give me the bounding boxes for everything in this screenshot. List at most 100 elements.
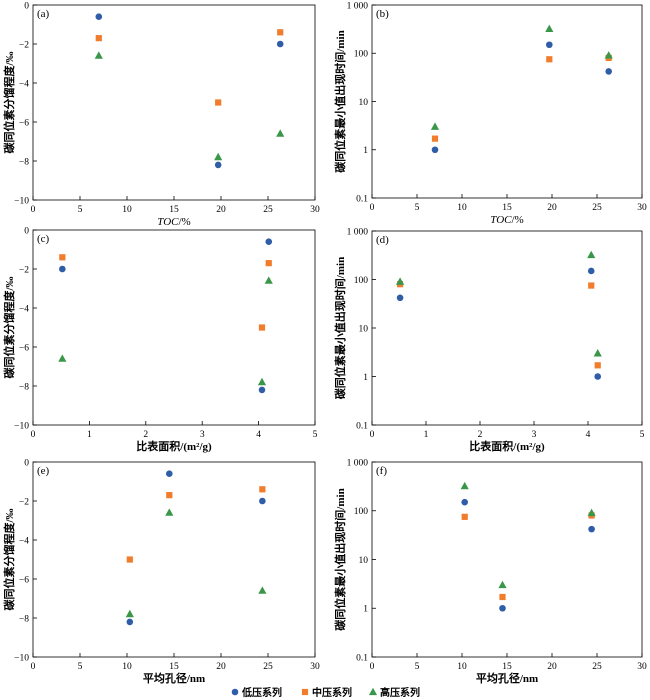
plot-frame xyxy=(32,229,316,426)
legend-label: 低压系列 xyxy=(241,686,282,699)
y-tick-label: −10 xyxy=(14,196,29,206)
x-tick-label: 5 xyxy=(640,430,645,440)
y-tick-label: 10 xyxy=(359,324,369,334)
x-tick-label: 1 xyxy=(87,430,92,440)
medium-pressure-point xyxy=(259,486,266,493)
chart-panel-b: 0 5 10 15 20 25 30 0.1 1 10 100 1 000 (b) TOC/% 碳同位素最小… xyxy=(333,1,647,226)
low-pressure-point xyxy=(587,267,595,275)
chart-panel-e: 0 5 10 15 20 25 30 −10 −8 −6 −4 −2 0 (e) 平均孔径/nm 碳同位素分馏… xyxy=(2,458,320,685)
y-tick-label: −4 xyxy=(19,304,29,314)
panel-label: (c) xyxy=(37,233,50,245)
legend-marker-high-pressure xyxy=(368,687,378,696)
high-pressure-series xyxy=(460,481,596,589)
x-tick-label: 1 xyxy=(424,430,429,440)
high-pressure-point xyxy=(264,276,273,284)
x-tick-label: 0 xyxy=(31,662,36,672)
x-tick-label: 5 xyxy=(78,205,83,215)
x-axis-title: 平均孔径/nm xyxy=(476,671,538,685)
y-tick-label: −2 xyxy=(19,40,29,50)
low-pressure-point xyxy=(265,238,273,245)
y-tick-label: 10 xyxy=(359,556,369,566)
x-tick-label: 3 xyxy=(532,430,537,440)
y-tick-label: −10 xyxy=(14,653,29,663)
high-pressure-point xyxy=(587,508,596,517)
high-pressure-point xyxy=(498,580,507,589)
legend-label: 高压系列 xyxy=(380,686,420,699)
x-tick-label: 2 xyxy=(478,430,483,440)
x-tick-label: 30 xyxy=(310,205,320,215)
high-pressure-point xyxy=(125,609,134,618)
x-tick-label: 0 xyxy=(370,203,375,213)
medium-pressure-point xyxy=(594,362,601,369)
medium-pressure-point xyxy=(59,254,66,261)
panel-label: (b) xyxy=(376,8,389,20)
x-axis-title-part: 平均孔径/nm xyxy=(476,671,538,685)
x-tick-label: 30 xyxy=(637,662,647,672)
low-pressure-series xyxy=(461,498,595,612)
high-pressure-point xyxy=(593,349,602,357)
y-tick-label: 0.1 xyxy=(356,194,368,204)
medium-pressure-point xyxy=(166,492,173,499)
high-pressure-point xyxy=(94,51,103,59)
y-tick-label: −8 xyxy=(19,614,29,624)
y-tick-label: 100 xyxy=(354,276,369,286)
y-axis-title: 碳同位素最小值出现时间/min xyxy=(333,30,347,172)
y-axis-title: 碳同位素最小值出现时间/min xyxy=(333,257,347,399)
chart-panel-c: 0 1 2 3 4 5 −10 −8 −6 −4 −2 0 (c) 比表面积/(m²/g) 碳同位素分馏程度… xyxy=(2,226,318,453)
y-tick-label: 100 xyxy=(354,507,369,517)
y-tick-label: 0 xyxy=(24,1,29,11)
x-tick-label: 5 xyxy=(415,662,420,672)
high-pressure-point xyxy=(165,508,174,516)
x-axis-title-part: 平均孔径/nm xyxy=(143,671,205,685)
y-tick-label: −2 xyxy=(19,265,29,275)
x-tick-label: 3 xyxy=(200,430,205,440)
x-tick-label: 15 xyxy=(169,662,179,672)
low-pressure-point xyxy=(461,498,469,506)
medium-pressure-point xyxy=(431,135,439,142)
high-pressure-point xyxy=(545,24,554,32)
low-pressure-point xyxy=(431,146,439,154)
medium-pressure-series xyxy=(95,29,284,106)
y-tick-label: −6 xyxy=(19,343,29,353)
y-tick-label: −2 xyxy=(19,497,29,507)
y-tick-label: −10 xyxy=(14,421,29,431)
legend-label: 中压系列 xyxy=(312,686,352,699)
x-axis-title: 平均孔径/nm xyxy=(143,671,205,685)
high-pressure-series xyxy=(125,508,267,618)
x-tick-label: 30 xyxy=(637,203,647,213)
x-tick-label: 0 xyxy=(370,662,375,672)
x-tick-label: 25 xyxy=(592,662,602,672)
x-tick-label: 0 xyxy=(370,430,375,440)
x-tick-label: 0 xyxy=(31,430,36,440)
low-pressure-series xyxy=(126,470,266,626)
x-tick-label: 10 xyxy=(457,662,467,672)
high-pressure-series xyxy=(395,250,602,357)
x-tick-label: 20 xyxy=(216,662,226,672)
panel-label: (e) xyxy=(37,465,50,477)
medium-pressure-point xyxy=(215,99,222,106)
low-pressure-point xyxy=(499,604,506,612)
x-tick-label: 10 xyxy=(122,662,132,672)
medium-pressure-point xyxy=(546,56,553,63)
panel-label: (d) xyxy=(376,234,389,246)
low-pressure-point xyxy=(588,525,595,533)
panel-label: (f) xyxy=(376,465,387,477)
x-tick-label: 10 xyxy=(457,203,467,213)
x-tick-label: 4 xyxy=(586,430,591,440)
x-axis-title: 比表面积/(m²/g) xyxy=(136,439,212,453)
x-tick-label: 25 xyxy=(263,205,273,215)
x-tick-label: 4 xyxy=(256,430,261,440)
low-pressure-point xyxy=(259,497,266,505)
high-pressure-series xyxy=(58,276,273,386)
low-pressure-series xyxy=(396,267,602,380)
medium-pressure-point xyxy=(126,556,133,563)
y-axis-title: 碳同位素最小值出现时间/min xyxy=(333,488,347,630)
x-tick-label: 20 xyxy=(547,662,557,672)
x-tick-label: 5 xyxy=(78,662,83,672)
high-pressure-point xyxy=(430,122,440,130)
x-tick-label: 15 xyxy=(169,205,179,215)
x-axis-title-part: 比表面积/(m²/g) xyxy=(136,439,212,453)
y-tick-label: −6 xyxy=(19,575,29,585)
low-pressure-point xyxy=(276,40,284,48)
x-axis-title: TOC/% xyxy=(157,216,190,228)
